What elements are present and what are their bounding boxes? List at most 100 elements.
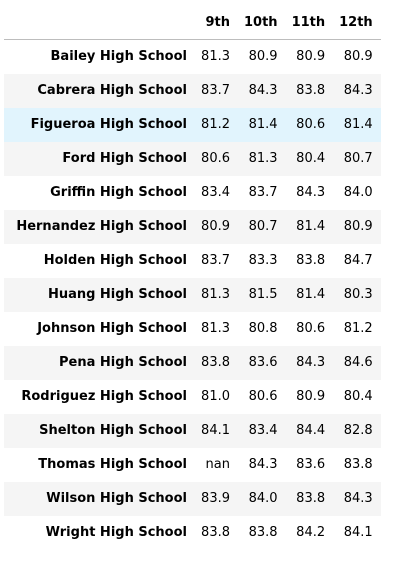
table-cell-score: 80.4	[343, 389, 373, 404]
table-row: Cabrera High School 83.7 84.3 83.8 84.3	[4, 73, 381, 108]
table-row: Rodriguez High School 81.0 80.6 80.9 80.4	[4, 380, 381, 414]
corner-header	[4, 6, 195, 40]
table-cell-score: 84.3	[248, 83, 278, 98]
table-cell-score: 83.9	[201, 491, 230, 506]
table-row: Ford High School 80.6 81.3 80.4 80.7	[4, 141, 381, 176]
table-cell-score: 80.6	[296, 321, 326, 336]
row-label-school-name: Griffin High School	[50, 185, 187, 200]
table-cell-score: 81.4	[296, 219, 326, 234]
table-row: Wilson High School 83.9 84.0 83.8 84.3	[4, 481, 381, 516]
table-cell-score: 80.9	[201, 219, 230, 234]
table-cell-score: 80.9	[296, 389, 326, 404]
table-cell-score: 81.4	[296, 287, 326, 302]
table-row: Hernandez High School 80.9 80.7 81.4 80.9	[4, 209, 381, 244]
table-cell-score: 84.1	[343, 525, 373, 540]
table-cell-score: nan	[205, 457, 230, 472]
row-label-school-name: Wilson High School	[46, 491, 187, 506]
row-label-school-name: Cabrera High School	[37, 83, 187, 98]
table-cell-score: 83.7	[201, 83, 230, 98]
table-cell-score: 80.9	[248, 49, 278, 65]
table-cell-score: 80.9	[296, 49, 326, 65]
table-cell-score: 83.8	[296, 83, 326, 98]
table-cell-score: 84.3	[248, 457, 278, 472]
table-cell-score: 80.9	[343, 49, 373, 65]
row-label-school-name: Huang High School	[47, 287, 187, 302]
table-cell-score: 80.7	[248, 219, 278, 234]
table-cell-score: 84.0	[343, 185, 373, 200]
table-row: Johnson High School 81.3 80.8 80.6 81.2	[4, 312, 381, 346]
table-cell-score: 84.1	[201, 423, 230, 438]
table-row: Thomas High School nan 84.3 83.6 83.8	[4, 448, 381, 482]
table-row: Shelton High School 84.1 83.4 84.4 82.8	[4, 413, 381, 448]
table-header: 9th 10th 11th 12th	[4, 6, 381, 40]
header-row: 9th 10th 11th 12th	[4, 6, 381, 40]
table-cell-score: 82.8	[343, 423, 373, 438]
table-cell-score: 84.3	[296, 185, 326, 200]
column-header-10th: 10th	[238, 6, 286, 40]
table-cell-score: 84.7	[343, 253, 373, 268]
table-cell-score: 81.3	[201, 49, 230, 65]
table-cell-score: 83.6	[248, 355, 278, 370]
grade-scores-table: 9th 10th 11th 12th Bailey High School 81.…	[4, 6, 381, 550]
table-cell-score: 84.0	[248, 491, 278, 506]
dataframe-output: 9th 10th 11th 12th Bailey High School 81.…	[4, 6, 381, 550]
table-cell-score: 81.3	[201, 287, 230, 302]
table-cell-score: 80.4	[296, 151, 326, 166]
row-label-school-name: Johnson High School	[37, 321, 187, 336]
table-cell-score: 81.4	[248, 117, 278, 132]
row-label-school-name: Bailey High School	[50, 49, 187, 65]
table-cell-score: 83.8	[248, 525, 278, 540]
table-cell-score: 81.3	[248, 151, 278, 166]
row-label-school-name: Holden High School	[43, 253, 187, 268]
table-cell-score: 83.7	[248, 185, 278, 200]
table-cell-score: 83.8	[343, 457, 373, 472]
row-label-school-name: Wright High School	[45, 525, 187, 540]
table-cell-score: 83.6	[296, 457, 326, 472]
row-label-school-name: Hernandez High School	[16, 219, 187, 234]
table-row: Bailey High School 81.3 80.9 80.9 80.9	[4, 40, 381, 74]
table-row: Huang High School 81.3 81.5 81.4 80.3	[4, 277, 381, 312]
table-cell-score: 84.3	[296, 355, 326, 370]
table-cell-score: 81.2	[201, 117, 230, 132]
row-label-school-name: Ford High School	[62, 151, 187, 166]
table-cell-score: 84.3	[343, 83, 373, 98]
row-label-school-name: Shelton High School	[39, 423, 187, 438]
table-cell-score: 80.3	[343, 287, 373, 302]
table-row: Pena High School 83.8 83.6 84.3 84.6	[4, 345, 381, 380]
table-cell-score: 83.8	[296, 491, 326, 506]
column-header-11th: 11th	[285, 6, 334, 40]
table-row: Griffin High School 83.4 83.7 84.3 84.0	[4, 176, 381, 210]
table-cell-score: 80.6	[201, 151, 230, 166]
table-cell-score: 83.7	[201, 253, 230, 268]
table-cell-score: 81.4	[343, 117, 373, 132]
table-cell-score: 83.8	[296, 253, 326, 268]
table-cell-score: 84.6	[343, 355, 373, 370]
table-cell-score: 84.3	[343, 491, 373, 506]
column-header-9th: 9th	[195, 6, 238, 40]
table-cell-score: 83.8	[201, 525, 230, 540]
table-cell-score: 81.5	[248, 287, 278, 302]
table-cell-score: 83.8	[201, 355, 230, 370]
table-cell-score: 80.9	[343, 219, 373, 234]
table-cell-score: 81.3	[201, 321, 230, 336]
table-cell-score: 84.4	[296, 423, 326, 438]
table-cell-score: 80.8	[248, 321, 278, 336]
table-cell-score: 84.2	[296, 525, 326, 540]
table-cell-score: 81.2	[343, 321, 373, 336]
table-row: Figueroa High School 81.2 81.4 80.6 81.4	[4, 107, 381, 142]
table-cell-score: 80.7	[343, 151, 373, 166]
row-label-school-name: Figueroa High School	[30, 117, 187, 132]
column-header-12th: 12th	[333, 6, 381, 40]
table-cell-score: 80.6	[248, 389, 278, 404]
table-cell-score: 80.6	[296, 117, 326, 132]
table-row: Holden High School 83.7 83.3 83.8 84.7	[4, 244, 381, 278]
table-cell-score: 83.4	[201, 185, 230, 200]
table-row: Wright High School 83.8 83.8 84.2 84.1	[4, 516, 381, 550]
table-body: Bailey High School 81.3 80.9 80.9 80.9 Cabrer…	[4, 40, 381, 550]
row-label-school-name: Thomas High School	[38, 457, 187, 472]
table-cell-score: 83.3	[248, 253, 278, 268]
row-label-school-name: Rodriguez High School	[21, 389, 187, 404]
table-cell-score: 83.4	[248, 423, 278, 438]
table-cell-score: 81.0	[201, 389, 230, 404]
row-label-school-name: Pena High School	[59, 355, 187, 370]
